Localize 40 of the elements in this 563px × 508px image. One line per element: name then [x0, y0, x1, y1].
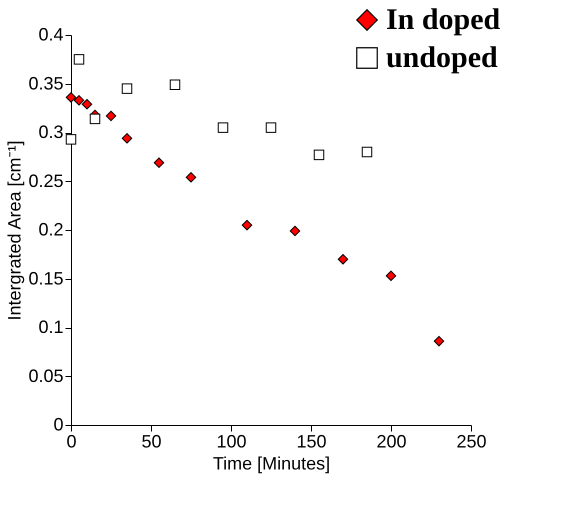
point [106, 110, 116, 122]
x-tick-label: 50 [141, 432, 162, 452]
point [186, 172, 196, 183]
point [74, 54, 84, 65]
legend-label: In doped [386, 3, 501, 36]
y-axis-title: Intergrated Area [cm⁻¹] [4, 140, 24, 321]
point [122, 83, 132, 94]
x-tick-label: 200 [376, 432, 407, 452]
point [122, 133, 132, 144]
x-tick-label: 150 [296, 432, 327, 452]
y-tick-label: 0.15 [28, 268, 64, 288]
y-tick-label: 0.2 [38, 220, 64, 240]
y-tick-label: 0 [53, 414, 64, 434]
x-tick-label: 250 [456, 432, 487, 452]
y-tick-label: 0.1 [38, 317, 64, 337]
x-axis-title: Time [Minutes] [212, 454, 330, 474]
point [242, 220, 252, 230]
point [386, 270, 396, 282]
point [90, 114, 100, 124]
point [74, 95, 84, 106]
point [170, 79, 180, 90]
point [434, 336, 444, 346]
point [66, 92, 76, 103]
x-tick-label: 0 [66, 432, 77, 452]
y-tick-label: 0.35 [28, 73, 64, 94]
point [266, 122, 276, 133]
y-tick-label: 0.25 [28, 170, 64, 191]
point [362, 146, 372, 158]
point [66, 134, 76, 145]
point [82, 98, 92, 110]
point [338, 254, 348, 264]
point [290, 226, 300, 236]
y-tick-label: 0.3 [38, 122, 64, 142]
y-tick-label: 0.4 [38, 24, 64, 44]
x-tick-label: 100 [216, 432, 247, 452]
point [314, 150, 324, 160]
point [154, 157, 164, 168]
legend-label: undoped [386, 41, 498, 74]
point [218, 122, 228, 133]
y-tick-label: 0.05 [28, 366, 64, 386]
